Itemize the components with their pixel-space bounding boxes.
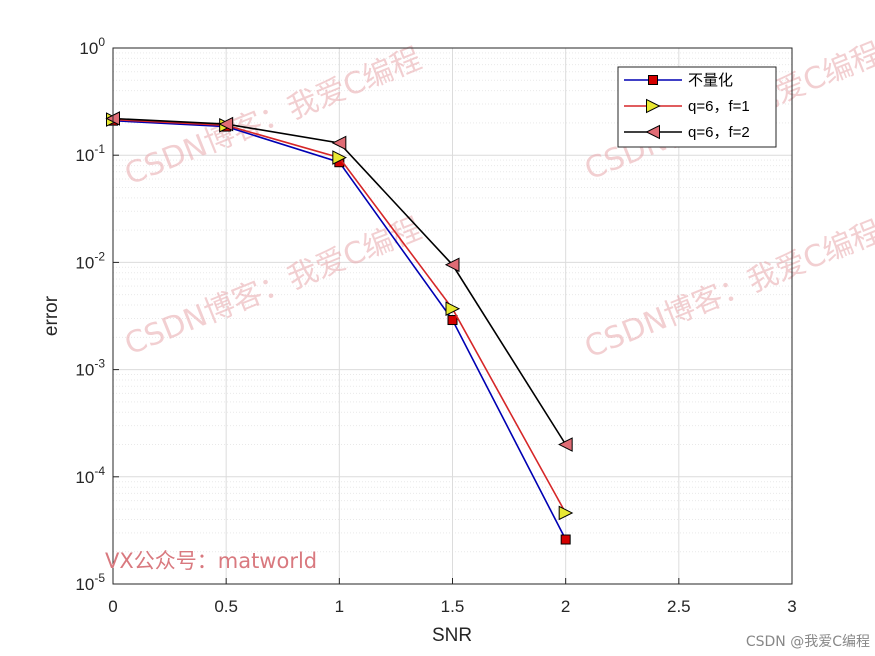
x-axis-label: SNR <box>432 625 472 646</box>
series-marker <box>332 150 347 165</box>
x-tick-label: 1.5 <box>441 597 465 616</box>
series-marker <box>331 135 347 151</box>
series-marker <box>560 534 571 545</box>
y-tick-label: 10-2 <box>75 249 105 272</box>
x-tick-label: 0 <box>108 597 117 616</box>
x-tick-label: 3 <box>787 597 796 616</box>
series-marker <box>444 257 460 273</box>
series-marker <box>648 75 658 85</box>
corner-watermark: CSDN @我爱C编程 <box>746 634 870 650</box>
legend-entry: 不量化 <box>624 72 733 89</box>
legend-entry: q=6，f=1 <box>624 98 750 115</box>
y-tick-label: 10-3 <box>75 357 105 380</box>
x-tick-label: 0.5 <box>214 597 238 616</box>
series-2 <box>106 112 574 521</box>
series-3 <box>105 111 573 452</box>
series-marker <box>646 98 661 114</box>
y-axis-label: error <box>41 295 62 336</box>
series-layer <box>105 111 574 545</box>
legend-label: 不量化 <box>688 72 733 89</box>
y-tick-label: 10-5 <box>75 571 105 594</box>
x-tick-label: 2 <box>561 597 570 616</box>
vx-watermark: VX公众号：matworld <box>105 549 317 573</box>
y-tick-label: 10-4 <box>75 464 105 487</box>
series-marker <box>558 437 573 452</box>
series-marker <box>445 301 461 316</box>
y-tick-label: 10-1 <box>75 142 105 165</box>
series-marker <box>558 505 574 521</box>
x-tick-label: 2.5 <box>667 597 691 616</box>
legend: 不量化 q=6，f=1 q=6，f=2 <box>617 66 777 148</box>
legend-label: q=6，f=2 <box>688 124 750 141</box>
series-marker <box>218 116 234 132</box>
axis-ticks: 0 0.5 1 1.5 2 2.5 3 100 10-1 10-2 10-3 10-4 10-5 <box>75 35 796 616</box>
x-tick-label: 1 <box>335 597 344 616</box>
series-marker <box>645 124 660 140</box>
series-marker <box>447 315 458 326</box>
legend-entry: q=6，f=2 <box>624 124 750 141</box>
y-tick-label: 100 <box>79 35 105 58</box>
legend-label: q=6，f=1 <box>688 98 750 115</box>
